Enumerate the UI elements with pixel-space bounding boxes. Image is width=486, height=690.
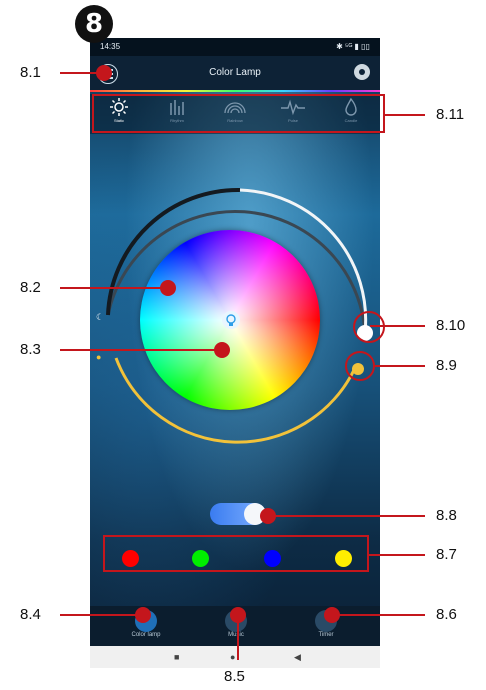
nav-label: Color lamp bbox=[131, 632, 161, 638]
tab-rhythm[interactable]: Rhythm bbox=[154, 97, 200, 133]
back-icon[interactable]: ◀ bbox=[294, 652, 301, 662]
rainbow-icon bbox=[224, 102, 246, 114]
recents-icon[interactable]: ■ bbox=[174, 652, 180, 662]
warmth-handle[interactable] bbox=[352, 363, 364, 375]
page-title: Color Lamp bbox=[209, 67, 261, 78]
callout-label: 8.3 bbox=[20, 341, 41, 358]
app-header: Color Lamp bbox=[90, 56, 380, 92]
brightness-light-arc bbox=[239, 188, 368, 334]
tab-label: Rainbow bbox=[227, 118, 243, 123]
callout-label: 8.10 bbox=[436, 317, 466, 334]
callout-label: 8.7 bbox=[436, 546, 457, 563]
tab-rainbow[interactable]: Rainbow bbox=[212, 97, 258, 133]
settings-button[interactable] bbox=[354, 64, 370, 80]
system-nav-bar: ■ ● ◀ bbox=[90, 646, 380, 668]
tab-static[interactable]: Static bbox=[96, 97, 142, 133]
brightness-handle[interactable] bbox=[357, 325, 373, 341]
swatch-yellow[interactable] bbox=[335, 550, 352, 567]
warmth-arc[interactable] bbox=[114, 357, 357, 444]
brightness-track[interactable] bbox=[106, 209, 367, 334]
tab-candle[interactable]: Candle bbox=[328, 97, 374, 133]
tab-pulse[interactable]: Pulse bbox=[270, 97, 316, 133]
home-icon[interactable]: ● bbox=[230, 652, 236, 662]
power-toggle[interactable] bbox=[210, 503, 266, 525]
toggle-knob bbox=[244, 503, 266, 525]
callout-label: 8.9 bbox=[436, 357, 457, 374]
rainbow-divider bbox=[90, 90, 380, 92]
nav-label: Music bbox=[228, 632, 244, 638]
callout-label: 8.8 bbox=[436, 507, 457, 524]
swatch-red[interactable] bbox=[122, 550, 139, 567]
status-indicators: ✱ ⁵ᴳ ▮ ▯▯ bbox=[336, 42, 370, 51]
tab-label: Rhythm bbox=[170, 118, 184, 123]
callout-label: 8.11 bbox=[436, 106, 465, 123]
lightbulb-icon[interactable] bbox=[221, 310, 241, 330]
status-bar: 14:35 ✱ ⁵ᴳ ▮ ▯▯ bbox=[90, 38, 380, 56]
swatch-green[interactable] bbox=[192, 550, 209, 567]
nav-label: Timer bbox=[318, 632, 334, 638]
status-time: 14:35 bbox=[100, 42, 121, 51]
flame-icon bbox=[345, 97, 357, 116]
pulse-icon bbox=[281, 99, 305, 116]
equalizer-icon bbox=[170, 100, 184, 115]
callout-label: 8.2 bbox=[20, 279, 41, 296]
callout-label: 8.4 bbox=[20, 606, 41, 623]
step-badge: 8 bbox=[75, 5, 113, 43]
callout-label: 8.6 bbox=[436, 606, 457, 623]
warm-bulb-icon: ● bbox=[96, 352, 101, 362]
callout-label: 8.1 bbox=[20, 64, 41, 81]
brightness-min-icon: ☾ bbox=[96, 312, 104, 322]
tab-label: Static bbox=[113, 118, 124, 123]
tab-label: Pulse bbox=[287, 118, 298, 123]
swatch-blue[interactable] bbox=[264, 550, 281, 567]
mode-tabs: Static Rhythm Rainbow Pulse bbox=[90, 94, 380, 134]
callout-label: 8.5 bbox=[224, 668, 245, 685]
tab-label: Candle bbox=[344, 118, 358, 123]
sun-icon bbox=[110, 98, 128, 116]
phone-screen: 14:35 ✱ ⁵ᴳ ▮ ▯▯ Color Lamp Static bbox=[90, 38, 380, 668]
